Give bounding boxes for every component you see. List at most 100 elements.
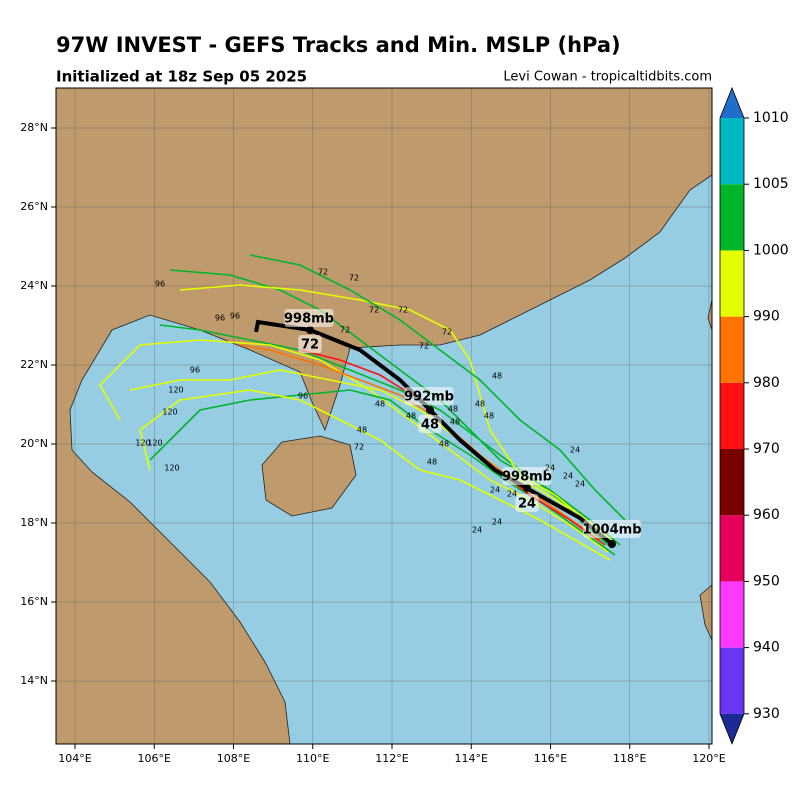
colorbar-segment <box>720 449 744 516</box>
colorbar-label: 930 <box>753 706 780 722</box>
colorbar-label: 970 <box>753 441 780 457</box>
mean-point <box>306 326 314 334</box>
lon-label: 108°E <box>217 752 250 765</box>
member-label: 24 <box>492 518 502 527</box>
lon-label: 114°E <box>455 752 488 765</box>
lon-label: 118°E <box>613 752 646 765</box>
member-label: 48 <box>475 400 485 409</box>
label-box <box>404 387 454 405</box>
subtitle: Initialized at 18z Sep 05 2025 <box>56 68 307 86</box>
colorbar-segment <box>720 647 744 714</box>
lon-label: 110°E <box>296 752 329 765</box>
lon-label: 112°E <box>375 752 408 765</box>
label-box <box>298 335 322 353</box>
colorbar-under <box>720 713 744 744</box>
lat-label: 20°N <box>20 437 48 450</box>
member-label: 96 <box>215 314 225 323</box>
member-label: 72 <box>318 268 328 277</box>
member-label: 120 <box>168 386 183 395</box>
lat-label: 14°N <box>20 674 48 687</box>
colorbar-label: 1010 <box>753 110 789 126</box>
member-label: 24 <box>575 480 585 489</box>
lat-label: 26°N <box>20 200 48 213</box>
member-label: 72 <box>442 328 452 337</box>
map-frame <box>55 87 713 745</box>
label-box <box>418 415 442 433</box>
taiwan-strait-land <box>707 299 712 331</box>
colorbar-label: 1005 <box>753 176 789 192</box>
member-label: 48 <box>450 418 460 427</box>
credit: Levi Cowan - tropicaltidbits.com <box>503 70 712 85</box>
colorbar-over <box>720 88 744 118</box>
colorbar-segment <box>720 118 744 185</box>
member-label: 24 <box>563 472 573 481</box>
colorbar-label: 950 <box>753 573 780 589</box>
lat-label: 28°N <box>20 121 48 134</box>
mean-label: 992mb <box>404 390 454 405</box>
member-label: 72 <box>369 306 379 315</box>
member-label: 72 <box>419 342 429 351</box>
member-label: 120 <box>147 439 162 448</box>
lon-label: 106°E <box>138 752 171 765</box>
colorbar-segment <box>720 316 744 383</box>
label-box <box>515 494 539 512</box>
member-label: 48 <box>439 440 449 449</box>
colorbar-segment <box>720 184 744 251</box>
member-label: 48 <box>375 400 385 409</box>
colorbar-segment <box>720 250 744 317</box>
member-label: 48 <box>357 426 367 435</box>
lon-label: 116°E <box>534 752 567 765</box>
member-label: 96 <box>230 312 240 321</box>
mean-label: 48 <box>421 418 439 433</box>
colorbar-segment <box>720 382 744 449</box>
colorbar-segment <box>720 515 744 582</box>
member-label: 48 <box>427 458 437 467</box>
colorbar-label: 990 <box>753 309 780 325</box>
member-label: 72 <box>349 274 359 283</box>
member-label: 72 <box>398 306 408 315</box>
colorbar-label: 980 <box>753 375 780 391</box>
member-label: 48 <box>492 372 502 381</box>
member-label: 48 <box>484 412 494 421</box>
member-label: 120 <box>162 408 177 417</box>
member-label: 24 <box>507 490 517 499</box>
lon-label: 104°E <box>58 752 91 765</box>
colorbar-label: 960 <box>753 507 780 523</box>
mean-label: 24 <box>518 497 536 512</box>
lat-label: 18°N <box>20 516 48 529</box>
member-label: 96 <box>155 280 165 289</box>
mean-point <box>608 540 616 548</box>
member-label: 72 <box>354 443 364 452</box>
colorbar-label: 940 <box>753 640 780 656</box>
member-label: 24 <box>570 446 580 455</box>
lat-label: 22°N <box>20 358 48 371</box>
title: 97W INVEST - GEFS Tracks and Min. MSLP (… <box>56 33 621 57</box>
mean-point <box>426 406 434 414</box>
label-box <box>502 467 552 485</box>
mean-label: 998mb <box>284 312 334 327</box>
member-label: 96 <box>190 366 200 375</box>
mean-label: 998mb <box>502 470 552 485</box>
member-label: 48 <box>406 412 416 421</box>
lat-label: 24°N <box>20 279 48 292</box>
colorbar: 930 940 950 960 970 980 990 1000 1005 1010 <box>719 86 789 745</box>
member-label: 120 <box>135 439 150 448</box>
member-label: 120 <box>164 464 179 473</box>
member-label: 24 <box>545 464 555 473</box>
land <box>56 88 712 744</box>
colorbar-segment <box>720 581 744 648</box>
mean-label: 72 <box>301 338 319 353</box>
label-box <box>583 520 641 538</box>
member-label: 48 <box>448 405 458 414</box>
member-label: 96 <box>298 392 308 401</box>
member-label: 72 <box>340 326 350 335</box>
member-label: 24 <box>472 526 482 535</box>
member-label: 24 <box>490 486 500 495</box>
lat-label: 16°N <box>20 595 48 608</box>
hainan <box>261 435 357 517</box>
mean-point <box>523 484 531 492</box>
member-tracks <box>99 254 626 561</box>
label-box <box>284 309 334 327</box>
mean-label: 1004mb <box>582 523 641 538</box>
